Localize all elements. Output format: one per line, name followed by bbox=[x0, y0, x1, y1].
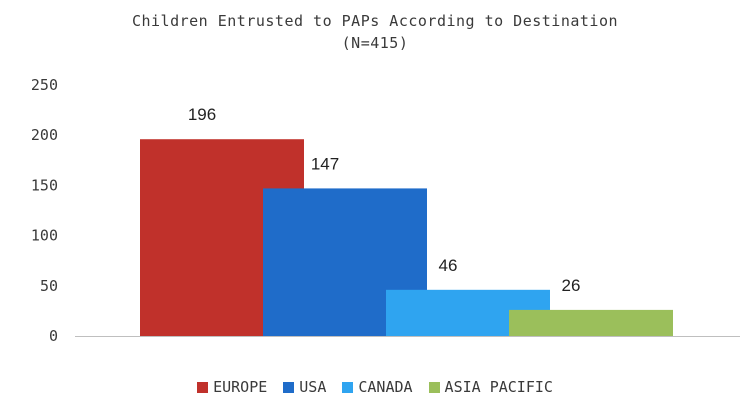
chart-subtitle: (N=415) bbox=[341, 34, 409, 52]
legend: EUROPE USA CANADA ASIA PACIFIC bbox=[0, 378, 750, 396]
legend-label: EUROPE bbox=[213, 378, 268, 396]
y-tick-label: 250 bbox=[31, 76, 58, 94]
legend-item: EUROPE bbox=[197, 378, 267, 396]
y-tick-label: 200 bbox=[31, 126, 58, 144]
legend-swatch bbox=[342, 381, 354, 393]
legend-label: CANADA bbox=[358, 378, 413, 396]
legend-item: ASIA PACIFIC bbox=[428, 378, 553, 396]
y-tick-label: 150 bbox=[31, 176, 58, 194]
y-tick-label: 0 bbox=[49, 327, 58, 345]
data-label: 147 bbox=[311, 154, 339, 173]
legend-item: USA bbox=[283, 378, 326, 396]
legend-swatch bbox=[197, 381, 209, 393]
y-tick-label: 100 bbox=[31, 227, 58, 245]
data-label: 196 bbox=[188, 105, 216, 124]
legend-item: CANADA bbox=[342, 378, 413, 396]
legend-swatch bbox=[428, 381, 440, 393]
y-axis: 0 50 100 150 200 250 bbox=[31, 76, 58, 345]
chart-title: Children Entrusted to PAPs According to … bbox=[131, 12, 619, 30]
legend-swatch bbox=[283, 381, 295, 393]
legend-label: ASIA PACIFIC bbox=[444, 378, 553, 396]
data-label: 46 bbox=[439, 256, 458, 275]
bar-asia-pacific bbox=[509, 309, 673, 336]
legend-label: USA bbox=[299, 378, 327, 396]
y-tick-label: 50 bbox=[40, 277, 58, 295]
data-labels: 196 147 46 26 bbox=[188, 105, 581, 295]
bars bbox=[140, 139, 673, 336]
data-label: 26 bbox=[562, 276, 581, 295]
